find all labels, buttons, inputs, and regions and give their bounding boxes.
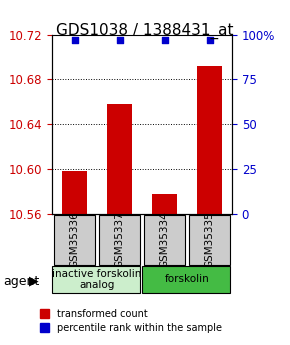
Bar xyxy=(197,66,222,214)
Point xyxy=(162,37,167,43)
Text: inactive forskolin
analog: inactive forskolin analog xyxy=(52,269,142,290)
Text: GSM35335: GSM35335 xyxy=(204,211,215,268)
Text: GDS1038 / 1388431_at: GDS1038 / 1388431_at xyxy=(56,22,234,39)
Text: GSM35336: GSM35336 xyxy=(70,211,80,268)
Bar xyxy=(107,104,132,214)
Legend: transformed count, percentile rank within the sample: transformed count, percentile rank withi… xyxy=(40,309,222,333)
FancyBboxPatch shape xyxy=(52,266,140,293)
Bar xyxy=(152,194,177,214)
Text: GSM35334: GSM35334 xyxy=(160,211,170,268)
FancyBboxPatch shape xyxy=(144,215,185,265)
Text: forskolin: forskolin xyxy=(165,275,209,284)
Point xyxy=(207,37,212,43)
Point xyxy=(72,37,77,43)
Bar xyxy=(62,171,87,214)
Text: agent: agent xyxy=(3,275,39,288)
FancyBboxPatch shape xyxy=(189,215,230,265)
Point xyxy=(117,37,122,43)
FancyBboxPatch shape xyxy=(142,266,230,293)
Text: ▶: ▶ xyxy=(28,275,38,288)
FancyBboxPatch shape xyxy=(99,215,140,265)
FancyBboxPatch shape xyxy=(54,215,95,265)
Text: GSM35337: GSM35337 xyxy=(115,211,125,268)
